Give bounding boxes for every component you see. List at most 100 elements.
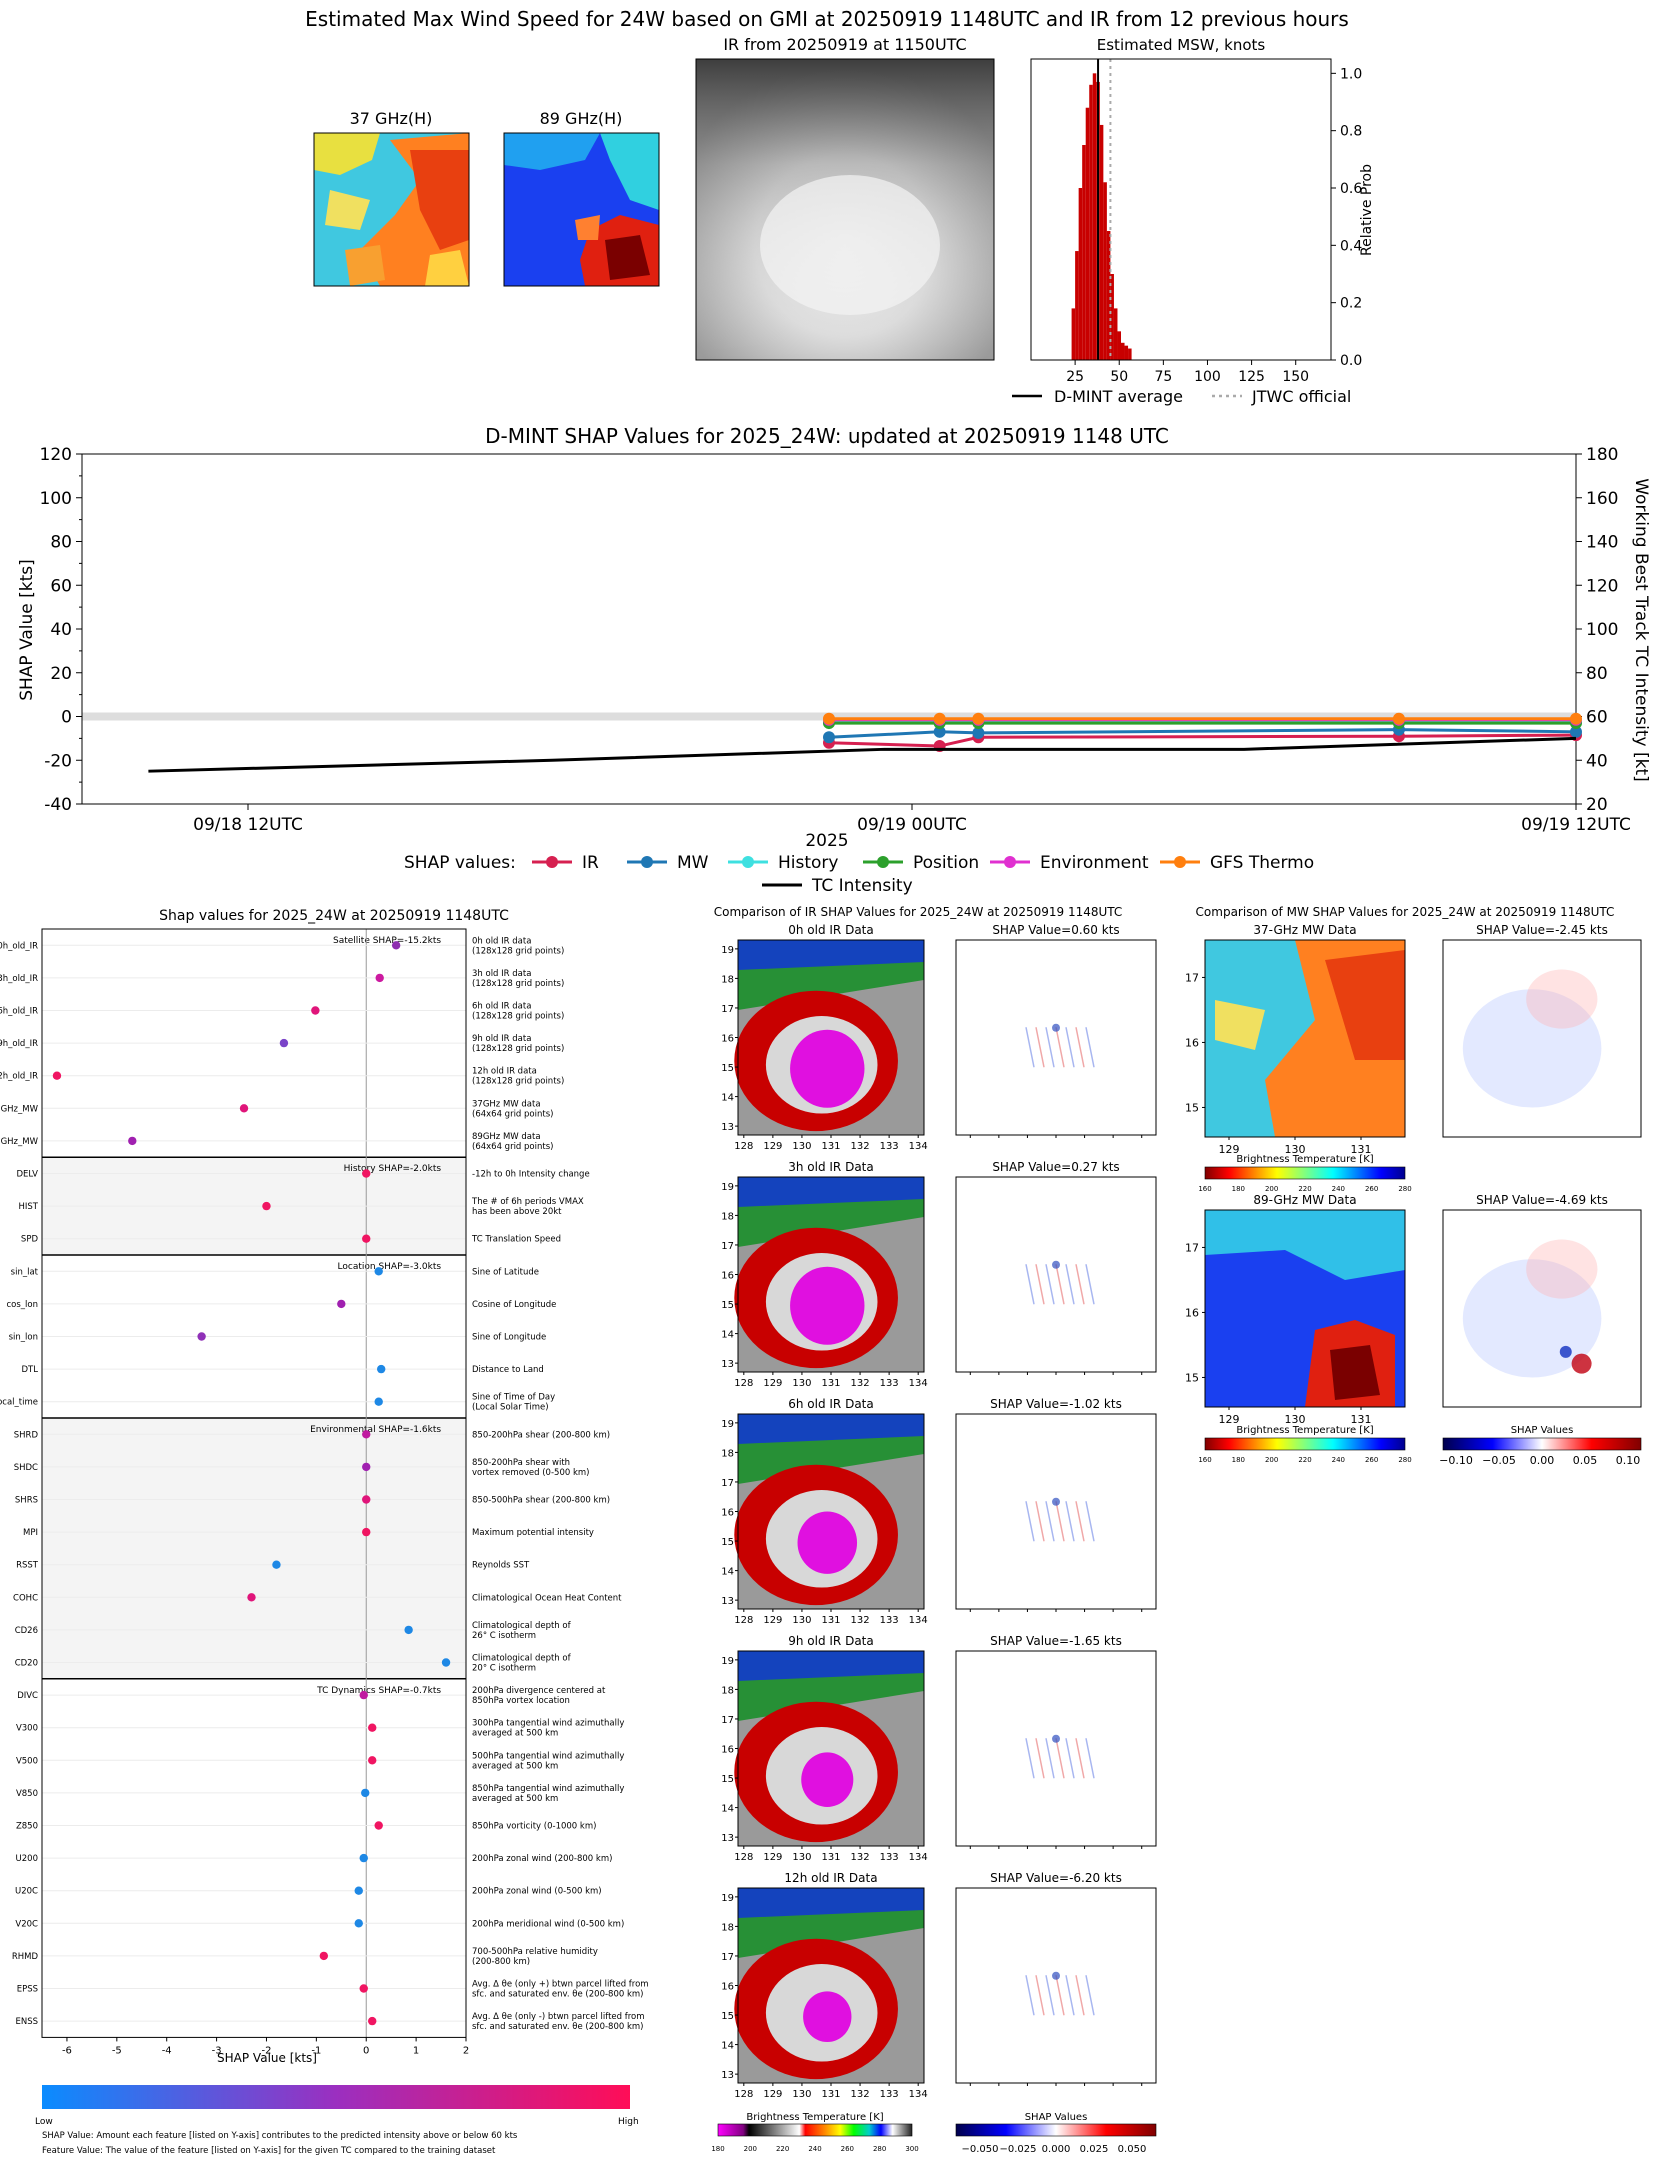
feature-desc: (64x64 grid points) <box>472 1142 553 1152</box>
mw89-cbar-label: Brightness Temperature [K] <box>1236 1425 1373 1436</box>
hist-bar <box>1110 274 1114 360</box>
feature-desc: 850hPa vortex location <box>472 1696 570 1706</box>
feature-name: 0h_old_IR <box>0 941 38 951</box>
feat-colorbar-low: Low <box>35 2117 53 2127</box>
ir-xtick-label: 130 <box>792 2089 811 2100</box>
ir-xtick-label: 131 <box>821 2089 840 2100</box>
mw-darkred-area <box>1330 1345 1380 1400</box>
ir-ytick-label: 16 <box>721 1034 734 1045</box>
feature-name: V300 <box>16 1724 38 1734</box>
feature-desc: Avg. Δ θe (only -) btwn parcel lifted fr… <box>472 2012 645 2022</box>
feature-point <box>377 1364 386 1374</box>
msw-histogram: 25 50 75 100 125 150 0.0 0.2 0.4 0.6 0.8 1.0 <box>1030 58 1362 385</box>
ir-ytick-label: 17 <box>721 1004 734 1015</box>
feature-name: cos_lon <box>6 1300 38 1310</box>
ir-xtick-label: 131 <box>821 1141 840 1152</box>
ir-xtick-label: 130 <box>792 1141 811 1152</box>
legend-jtwc-label: JTWC official <box>1251 387 1351 406</box>
shap-timeseries-chart: -40 -20 0 20 40 60 80 100 120 20 40 60 80 100 120 140 16… <box>40 445 1631 835</box>
ir-ytick-label: 15 <box>721 1300 734 1311</box>
hist-bar <box>1082 145 1086 360</box>
shap-streak <box>1055 1027 1065 1068</box>
mw-bt-cbar-tick: 180 <box>1232 1456 1245 1464</box>
feature-name: EPSS <box>17 1985 38 1995</box>
feature-desc: Sine of Latitude <box>472 1267 539 1277</box>
group-label: Satellite SHAP=-15.2kts <box>333 936 441 946</box>
ir-xtick-label: 129 <box>763 1615 782 1626</box>
feature-desc: Sine of Time of Day <box>472 1393 555 1403</box>
legend-label: Position <box>913 853 979 873</box>
ir-ytick-label: 19 <box>721 945 734 956</box>
series-point <box>972 712 985 725</box>
feature-name: 6h_old_IR <box>0 1007 38 1017</box>
hist-bar <box>1092 73 1097 360</box>
mw37-thumb-title: 37 GHz(H) <box>350 109 433 128</box>
feature-desc: 6h old IR data <box>472 1002 531 1012</box>
feature-desc: 500hPa tangential wind azimuthally <box>472 1751 624 1761</box>
shap-streak <box>1025 1264 1035 1305</box>
series-point <box>933 712 946 725</box>
feature-point <box>359 1984 368 1993</box>
legend-prefix: SHAP values: <box>404 853 516 873</box>
feature-name: sin_local_time <box>0 1398 38 1408</box>
hist-bar <box>1099 124 1104 360</box>
legend-label: IR <box>582 853 599 873</box>
hist-bar <box>1121 342 1125 360</box>
feature-point <box>441 1658 451 1667</box>
feature-point <box>359 1853 368 1863</box>
shap-streak <box>1025 1501 1035 1542</box>
feature-desc: 300hPa tangential wind azimuthally <box>472 1719 624 1729</box>
ir-ytick-label: 18 <box>721 1922 734 1933</box>
shap-streak <box>1055 1975 1065 2016</box>
ir-ytick-label: 19 <box>721 1182 734 1193</box>
ir-xtick-label: 133 <box>880 1141 899 1152</box>
ir-blue-band <box>738 1414 924 1444</box>
feature-name: V500 <box>16 1756 38 1766</box>
feature-point <box>354 1886 363 1895</box>
ts-ytick-left-label: 0 <box>61 708 72 728</box>
shap-streak <box>1075 1264 1085 1305</box>
feature-name: sin_lat <box>11 1267 39 1277</box>
ir-xtick-label: 132 <box>851 1852 870 1863</box>
feature-desc: Climatological depth of <box>472 1654 572 1664</box>
feature-desc: (200-800 km) <box>472 1957 530 1967</box>
feat-footnote-2: Feature Value: The value of the feature … <box>42 2146 496 2156</box>
feature-desc: Cosine of Longitude <box>472 1300 556 1310</box>
shap-streak <box>1065 1027 1075 1068</box>
ir-shap-cbar-tick: 0.025 <box>1080 2144 1109 2155</box>
ir-cbar-ticks: 180 200 220 240 260 280 300 −0.050 −0.025 0.000 0.… <box>711 2144 1146 2155</box>
ir-ytick-label: 18 <box>721 974 734 985</box>
mw-bt-cbar-tick: 280 <box>1398 1185 1411 1193</box>
feature-desc: 200hPa meridional wind (0-500 km) <box>472 1919 624 1929</box>
ir-xtick-label: 134 <box>909 1378 928 1389</box>
ir-ytick-label: 13 <box>721 2070 734 2081</box>
feature-name: V850 <box>16 1789 38 1799</box>
mw-shap-blue-spot <box>1559 1345 1572 1358</box>
ts-ytick-right-label: 100 <box>1586 620 1618 640</box>
feature-desc: 850-500hPa shear (200-800 km) <box>472 1496 610 1506</box>
feature-name: 89GHz_MW <box>0 1137 39 1147</box>
hist-ytick-label: 0.6 <box>1340 181 1362 197</box>
ir-xtick-label: 133 <box>880 1852 899 1863</box>
ir-cbar-label: Brightness Temperature [K] <box>746 2112 883 2123</box>
mw-bt-cbar-tick: 160 <box>1198 1185 1211 1193</box>
ir-xtick-label: 129 <box>763 1852 782 1863</box>
hist-frame <box>1030 58 1332 361</box>
feature-point <box>279 1038 289 1048</box>
ir-xtick-label: 130 <box>792 1852 811 1863</box>
ts-ytick-right-label: 80 <box>1586 664 1608 684</box>
hist-ytick-label: 1.0 <box>1340 66 1362 82</box>
feature-desc: Maximum potential intensity <box>472 1528 594 1538</box>
shap-streak <box>1045 1264 1055 1305</box>
feature-point <box>368 1723 377 1732</box>
legend-marker <box>877 856 889 868</box>
feature-name: 9h_old_IR <box>0 1039 38 1049</box>
feature-desc: averaged at 500 km <box>472 1761 558 1771</box>
feature-desc: 89GHz MW data <box>472 1132 541 1142</box>
shap-panel-title: SHAP Value=0.60 kts <box>992 923 1119 937</box>
ir-comparison-grid: 0h old IR Data SHAP Value=0.60 kts 13 14 15 1… <box>721 923 1157 2100</box>
feat-frame <box>41 928 467 2038</box>
mw-shap-cbar-tick: 0.05 <box>1573 1454 1598 1467</box>
mw-xtick-label: 129 <box>1219 1413 1240 1426</box>
shap-streak <box>1025 1027 1035 1068</box>
